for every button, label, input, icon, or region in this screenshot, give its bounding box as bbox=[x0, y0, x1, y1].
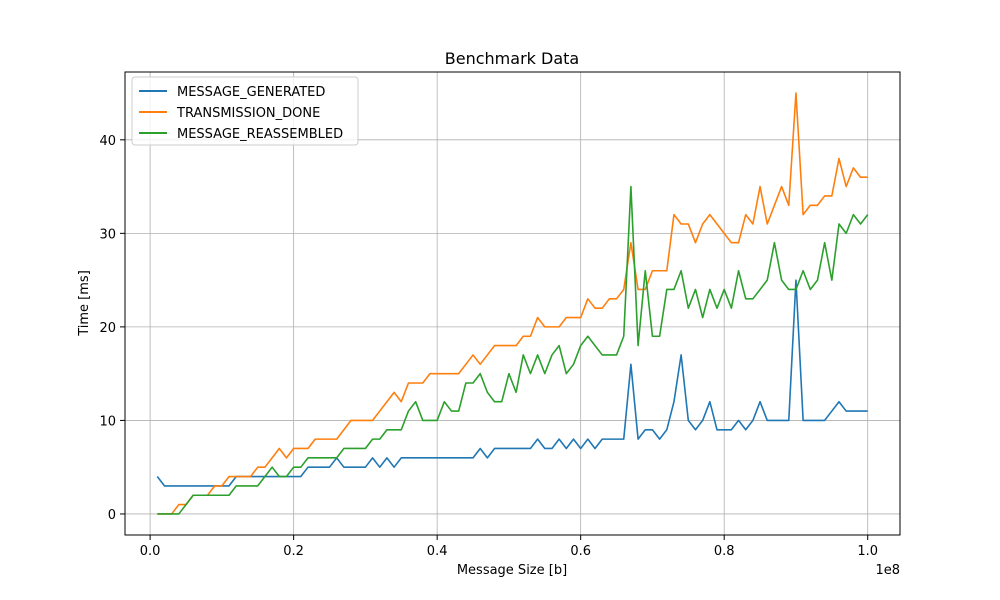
x-tick-label: 1.0 bbox=[857, 544, 878, 559]
series-line-message-generated bbox=[156, 279, 868, 487]
series-line-transmission-done bbox=[157, 92, 868, 515]
y-axis-ticks: 0 10 20 30 40 bbox=[99, 134, 125, 523]
y-axis-label: Time [ms] bbox=[77, 270, 92, 337]
y-tick-label: 30 bbox=[99, 227, 116, 242]
x-axis-offset-label: 1e8 bbox=[875, 563, 900, 578]
x-tick-label: 0.2 bbox=[283, 544, 304, 559]
y-tick-label: 10 bbox=[99, 414, 116, 429]
legend-label-message-reassembled: MESSAGE_REASSEMBLED bbox=[177, 127, 343, 142]
y-tick-label: 20 bbox=[99, 321, 116, 336]
x-tick-label: 0.4 bbox=[427, 544, 448, 559]
legend: MESSAGE_GENERATED TRANSMISSION_DONE MESSAG… bbox=[131, 76, 359, 146]
series-line-message-reassembled bbox=[157, 185, 869, 515]
y-tick-label: 40 bbox=[99, 134, 116, 149]
y-tick-label: 0 bbox=[108, 508, 116, 523]
x-axis-label: Message Size [b] bbox=[457, 563, 567, 578]
grid bbox=[125, 72, 900, 535]
x-tick-label: 0.8 bbox=[714, 544, 735, 559]
chart-title: Benchmark Data bbox=[445, 49, 579, 68]
series-layer bbox=[156, 92, 869, 515]
x-axis-ticks: 0.0 0.2 0.4 0.6 0.8 1.0 bbox=[140, 535, 878, 559]
x-tick-label: 0.6 bbox=[570, 544, 591, 559]
x-tick-label: 0.0 bbox=[140, 544, 161, 559]
legend-label-message-generated: MESSAGE_GENERATED bbox=[177, 85, 325, 100]
legend-label-transmission-done: TRANSMISSION_DONE bbox=[176, 106, 320, 121]
plot-frame bbox=[124, 71, 901, 536]
legend-box bbox=[131, 76, 359, 146]
